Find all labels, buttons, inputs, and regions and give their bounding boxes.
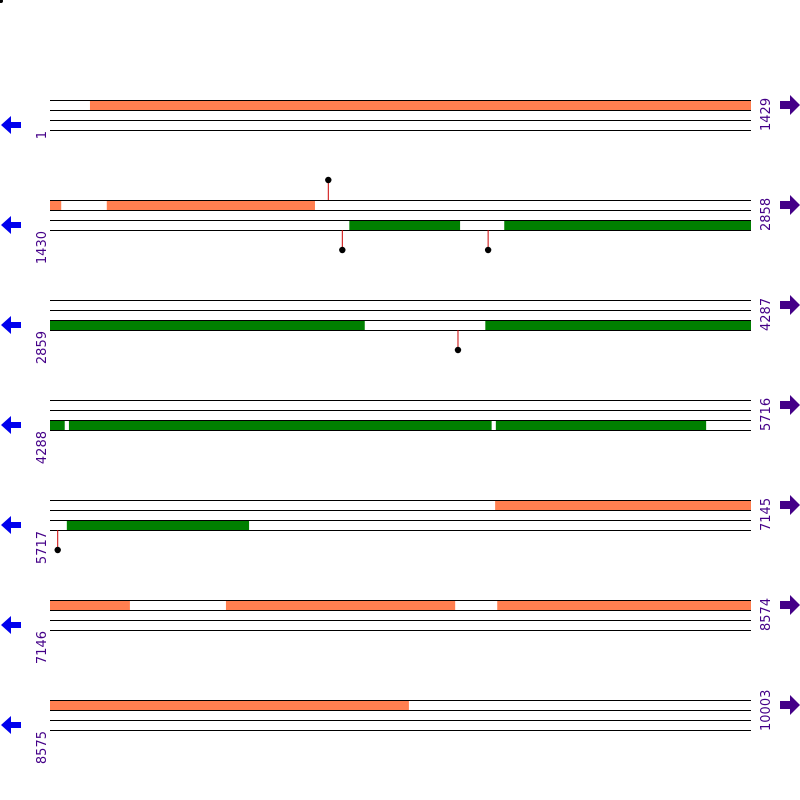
forward-feature-block xyxy=(50,701,409,710)
left-arrow-icon xyxy=(1,516,21,534)
left-arrow-icon xyxy=(1,316,21,334)
left-arrow-icon xyxy=(1,216,21,234)
row-start-coordinate: 4288 xyxy=(35,431,50,464)
site-marker-dot xyxy=(339,246,346,254)
left-arrow-icon xyxy=(1,716,21,734)
sequence-row: 1 1429 xyxy=(1,95,800,139)
reverse-feature-block xyxy=(66,521,250,530)
right-arrow-icon xyxy=(780,695,800,715)
reverse-feature-block xyxy=(495,421,707,430)
forward-feature-block xyxy=(106,201,315,210)
right-arrow-icon xyxy=(780,395,800,415)
row-start-coordinate: 7146 xyxy=(35,631,50,664)
row-start-coordinate: 5717 xyxy=(35,531,50,564)
row-end-coordinate: 10003 xyxy=(759,690,774,731)
row-start-coordinate: 8575 xyxy=(35,731,50,764)
forward-feature-block xyxy=(497,601,751,610)
sequence-row: 2859 4287 xyxy=(1,295,800,364)
forward-feature-block xyxy=(50,201,62,210)
site-marker-dot xyxy=(325,176,332,184)
sequence-row: 1430 2858 xyxy=(1,176,800,264)
sequence-row: 7146 8574 xyxy=(1,595,800,664)
right-arrow-icon xyxy=(780,95,800,115)
row-end-coordinate: 4287 xyxy=(759,298,774,331)
reverse-feature-block xyxy=(504,221,751,230)
corner-dot xyxy=(0,0,3,3)
right-arrow-icon xyxy=(780,295,800,315)
row-end-coordinate: 2858 xyxy=(759,198,774,231)
reverse-feature-block xyxy=(349,221,461,230)
site-marker-dot xyxy=(484,246,492,254)
right-arrow-icon xyxy=(780,595,800,615)
row-end-coordinate: 1429 xyxy=(759,98,774,131)
row-start-coordinate: 1430 xyxy=(35,231,50,264)
reverse-feature-block xyxy=(50,321,365,330)
sequence-row: 4288 5716 xyxy=(1,395,800,464)
left-arrow-icon xyxy=(1,416,21,434)
left-arrow-icon xyxy=(1,116,21,134)
row-end-coordinate: 8574 xyxy=(759,598,774,631)
row-end-coordinate: 5716 xyxy=(759,398,774,431)
reverse-feature-block xyxy=(68,421,492,430)
forward-feature-block xyxy=(225,601,456,610)
row-start-coordinate: 1 xyxy=(35,131,50,139)
sequence-row: 5717 7145 xyxy=(1,495,800,564)
sequence-row: 8575 10003 xyxy=(1,690,800,764)
row-start-coordinate: 2859 xyxy=(35,331,50,364)
row-end-coordinate: 7145 xyxy=(759,498,774,531)
right-arrow-icon xyxy=(780,195,800,215)
reverse-feature-block xyxy=(485,321,751,330)
forward-feature-block xyxy=(495,501,751,510)
forward-feature-block xyxy=(89,101,751,110)
reverse-feature-block xyxy=(50,421,65,430)
forward-feature-block xyxy=(50,601,130,610)
left-arrow-icon xyxy=(1,616,21,634)
sequence-rows: 1 1429 1430 2858 2859 4287 4288 5716 5717 7145 714… xyxy=(1,95,800,764)
site-marker-dot xyxy=(54,546,61,554)
right-arrow-icon xyxy=(780,495,800,515)
site-marker-dot xyxy=(454,346,462,354)
